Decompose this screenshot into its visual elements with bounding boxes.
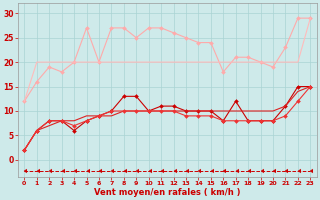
X-axis label: Vent moyen/en rafales ( km/h ): Vent moyen/en rafales ( km/h ) [94,188,241,197]
